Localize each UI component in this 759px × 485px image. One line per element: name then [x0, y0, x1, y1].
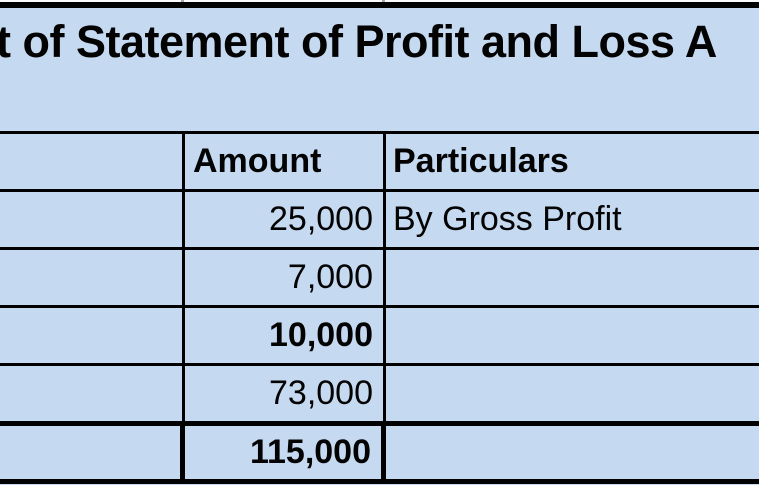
cell-amount: 25,000 [185, 192, 386, 247]
cell-left [0, 308, 185, 363]
cell-left [0, 192, 185, 247]
table-top-border [0, 2, 759, 8]
table-row: 73,000 [0, 366, 759, 426]
top-gridline-strip [0, 0, 759, 2]
cell-particulars: By Gross Profit [393, 200, 622, 238]
table-row: 10,000 [0, 308, 759, 366]
profit-loss-table: Amount Particulars 25,000 By Gross Profi… [0, 134, 759, 484]
header-cell-amount: Amount [185, 134, 386, 189]
table-row: 25,000 By Gross Profit [0, 192, 759, 250]
gridline-tick [181, 0, 184, 2]
cell-left [0, 366, 185, 421]
cell-particulars [386, 426, 759, 479]
gridline-tick [382, 0, 385, 2]
table-header-row: Amount Particulars [0, 134, 759, 192]
table-total-row: 115,000 [0, 426, 759, 484]
header-cell-particulars: Particulars [393, 142, 569, 180]
cell-particulars [386, 308, 759, 363]
title-row: t of Statement of Profit and Loss A [0, 8, 759, 134]
cell-amount: 73,000 [185, 366, 386, 421]
cell-total-amount: 115,000 [185, 426, 386, 479]
cell-particulars [386, 250, 759, 305]
table-row: 7,000 [0, 250, 759, 308]
cell-particulars [386, 366, 759, 421]
header-cell-left [0, 134, 185, 189]
cell-left [0, 250, 185, 305]
page-title: t of Statement of Profit and Loss A [0, 16, 717, 67]
cell-left [0, 426, 185, 479]
cell-amount: 7,000 [185, 250, 386, 305]
cell-amount: 10,000 [185, 308, 386, 363]
